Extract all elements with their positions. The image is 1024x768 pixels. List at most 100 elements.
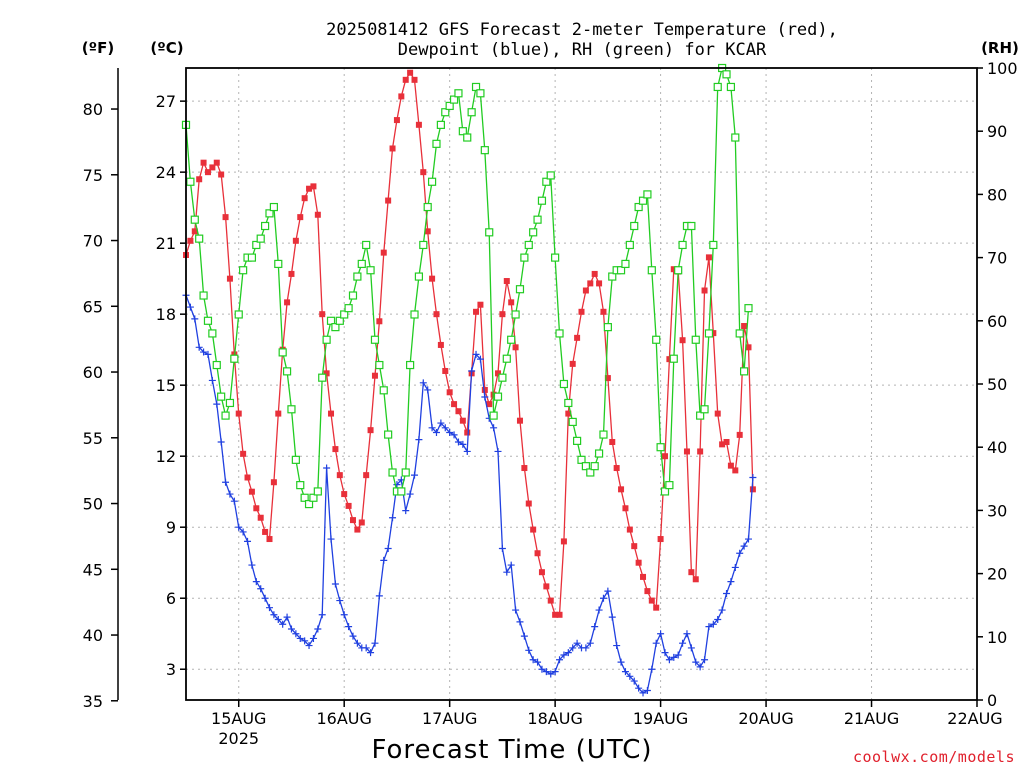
data-point — [336, 597, 344, 605]
fahrenheit-tick-label: 55 — [83, 429, 103, 448]
data-point — [485, 228, 494, 237]
data-point — [328, 410, 335, 417]
data-point — [406, 490, 414, 498]
data-point — [401, 468, 410, 477]
data-point — [481, 386, 488, 393]
data-point — [362, 240, 371, 250]
data-point — [226, 490, 234, 498]
data-point — [735, 329, 744, 338]
data-point — [740, 542, 748, 550]
data-point — [353, 272, 362, 281]
plot-frame — [185, 67, 978, 701]
data-point — [515, 285, 525, 294]
data-point — [560, 651, 568, 659]
data-point — [512, 344, 519, 351]
data-point — [305, 642, 313, 650]
data-point — [204, 350, 212, 358]
data-point — [616, 266, 626, 275]
data-point — [292, 237, 299, 244]
data-point — [638, 196, 648, 205]
data-point — [274, 616, 282, 624]
data-point — [244, 474, 251, 481]
data-point — [367, 649, 375, 657]
data-point — [670, 266, 677, 273]
celsius-tick-label: 3 — [166, 660, 176, 679]
data-point — [551, 253, 560, 262]
data-point — [389, 514, 397, 522]
data-point — [375, 360, 384, 370]
data-point — [200, 348, 208, 356]
x-tick-label: 21AUG — [844, 709, 899, 728]
data-point — [546, 171, 555, 180]
data-point — [578, 308, 585, 315]
data-point — [270, 479, 277, 486]
data-point — [463, 133, 472, 142]
data-point — [524, 240, 533, 250]
data-point — [459, 440, 467, 448]
data-point — [235, 523, 243, 531]
data-point — [411, 76, 418, 83]
data-point — [525, 646, 533, 654]
data-point — [508, 299, 515, 306]
data-point — [709, 620, 717, 628]
data-point — [393, 481, 401, 489]
data-point — [349, 517, 356, 524]
data-point — [287, 405, 296, 414]
data-point — [683, 630, 691, 638]
data-point — [648, 665, 656, 673]
data-point — [240, 450, 247, 457]
data-point — [278, 348, 287, 357]
data-point — [370, 335, 380, 344]
data-point — [622, 505, 629, 512]
data-point — [511, 310, 520, 319]
data-point — [269, 202, 278, 212]
data-point — [692, 658, 700, 666]
fahrenheit-tick-label: 45 — [83, 560, 103, 579]
data-point — [371, 372, 378, 379]
x-axis-title: Forecast Time (UTC) — [371, 735, 652, 765]
data-point — [618, 486, 625, 493]
data-point — [411, 471, 419, 479]
data-point — [407, 69, 414, 76]
data-point — [217, 438, 225, 446]
data-point — [621, 668, 629, 676]
data-point — [723, 589, 731, 597]
data-point — [679, 337, 686, 344]
data-point — [741, 323, 748, 330]
data-point — [433, 311, 440, 318]
series-layer — [181, 63, 757, 697]
rh-tick-label: 90 — [987, 122, 1007, 141]
data-point — [657, 536, 664, 543]
series-rh — [181, 63, 753, 509]
data-point — [265, 209, 274, 218]
data-point — [643, 190, 652, 199]
data-point — [603, 323, 612, 332]
data-point — [415, 121, 422, 128]
data-point — [608, 272, 617, 281]
data-point — [388, 468, 397, 477]
data-point — [454, 89, 463, 98]
data-point — [687, 644, 695, 652]
celsius-tick-label: 15 — [156, 376, 176, 395]
data-point — [692, 576, 699, 583]
data-point — [701, 287, 708, 294]
data-point — [498, 373, 507, 382]
data-point — [296, 481, 305, 490]
axes-layer: 3 6 9 12 15 18 21 24 27 35 40 45 50 55 60 65 70 75 80 0 10 20… — [83, 59, 1018, 748]
rh-unit-label: (RH) — [981, 39, 1019, 57]
data-point — [537, 196, 547, 205]
data-point — [200, 159, 207, 166]
data-point — [732, 467, 739, 474]
data-point — [568, 417, 577, 427]
data-point — [190, 215, 199, 224]
data-point — [424, 228, 431, 235]
x-tick-label: 22AUG — [947, 709, 1002, 728]
data-point — [701, 656, 709, 664]
data-point — [186, 303, 194, 311]
x-tick-label: 18AUG — [527, 709, 582, 728]
data-point — [714, 616, 722, 624]
data-point — [222, 478, 230, 486]
x-tick-label: 17AUG — [422, 709, 477, 728]
data-point — [326, 316, 336, 325]
data-point — [432, 429, 440, 437]
